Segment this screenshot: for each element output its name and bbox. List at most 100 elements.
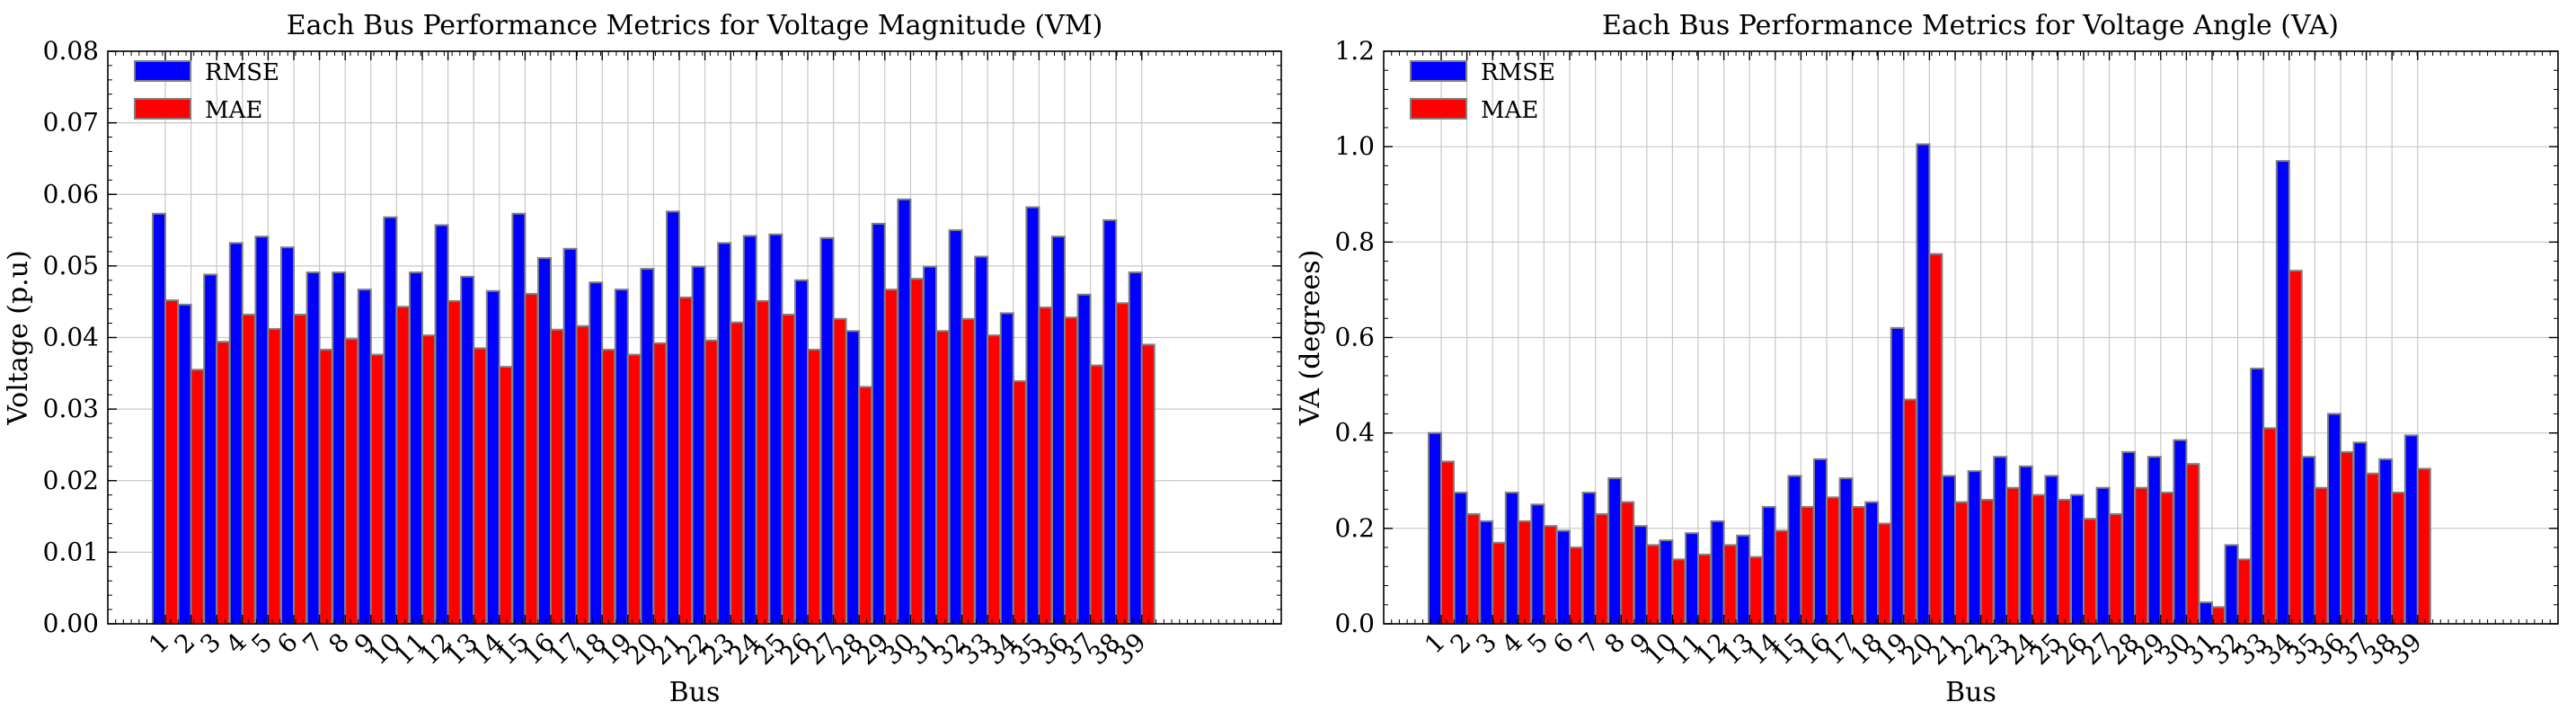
- rmse-bar-bus-7: [1581, 492, 1597, 625]
- mae-bar-bus-23: [730, 321, 745, 625]
- mae-bar-bus-39: [1140, 343, 1155, 625]
- mae-bar-bus-13: [473, 347, 488, 625]
- x-tick-label: 1: [143, 627, 175, 660]
- y-tick-label: 0.00: [43, 609, 99, 638]
- rmse-bar-bus-3: [203, 273, 218, 625]
- mae-bar-bus-25: [781, 314, 796, 625]
- rmse-bar-bus-22: [1967, 470, 1982, 626]
- rmse-bar-bus-26: [2070, 493, 2085, 625]
- x-tick-label: 6: [1547, 627, 1580, 660]
- rmse-bar-bus-30: [2173, 439, 2188, 626]
- rmse-bar-bus-15: [511, 212, 527, 625]
- legend-swatch-rmse: [1410, 60, 1467, 82]
- rmse-bar-bus-18: [1864, 501, 1880, 626]
- rmse-bar-bus-9: [1633, 525, 1648, 625]
- x-tick-label: 6: [271, 627, 304, 660]
- mae-bar-bus-22: [704, 339, 719, 625]
- mae-bar-bus-14: [1774, 529, 1789, 625]
- mae-bar-bus-22: [1979, 498, 1995, 625]
- x-tick-label: 4: [220, 627, 252, 660]
- legend-swatch-rmse: [134, 60, 191, 82]
- mae-bar-bus-21: [678, 296, 693, 625]
- rmse-bar-bus-12: [434, 224, 449, 626]
- mae-bar-bus-11: [1697, 554, 1712, 626]
- y-tick-label: 0.01: [43, 537, 99, 566]
- rmse-bar-bus-37: [2352, 441, 2368, 625]
- mae-bar-bus-20: [652, 342, 668, 625]
- mae-bar-bus-23: [2005, 486, 2021, 626]
- mae-bar-bus-6: [293, 314, 307, 625]
- rmse-bar-bus-29: [871, 222, 886, 626]
- rmse-bar-bus-32: [948, 229, 963, 625]
- rmse-bar-bus-39: [1128, 271, 1143, 625]
- mae-bar-bus-1: [164, 299, 179, 625]
- mae-bar-bus-38: [2391, 492, 2406, 625]
- mae-bar-bus-30: [909, 278, 925, 625]
- chart-title: Each Bus Performance Metrics for Voltage…: [1602, 10, 2339, 41]
- legend-label-mae: MAE: [1481, 97, 1538, 124]
- mae-bar-bus-16: [550, 328, 564, 625]
- rmse-bar-bus-16: [537, 257, 552, 625]
- mae-bar-bus-17: [575, 324, 590, 625]
- legend-swatch-mae: [134, 98, 191, 120]
- rmse-bar-bus-37: [1076, 293, 1092, 625]
- rmse-bar-bus-19: [1890, 326, 1905, 625]
- y-tick-label: 0.07: [43, 108, 99, 138]
- rmse-bar-bus-34: [2275, 160, 2290, 625]
- y-tick-label: 0.06: [43, 179, 99, 209]
- mae-bar-bus-37: [1089, 364, 1104, 625]
- mae-bar-bus-5: [1543, 525, 1558, 625]
- x-tick-label: 7: [297, 627, 330, 660]
- x-axis-label: Bus: [1945, 677, 1996, 708]
- rmse-bar-bus-30: [897, 198, 912, 625]
- rmse-bar-bus-1: [1428, 431, 1442, 625]
- y-tick-label: 0.0: [1334, 609, 1375, 638]
- legend-label-rmse: RMSE: [1481, 59, 1555, 86]
- mae-bar-bus-2: [1465, 512, 1481, 625]
- rmse-bar-bus-14: [1761, 505, 1776, 626]
- mae-bar-bus-9: [369, 353, 385, 625]
- mae-bar-bus-38: [1115, 302, 1130, 625]
- mae-bar-bus-10: [1671, 558, 1686, 626]
- rmse-bar-bus-23: [717, 242, 732, 625]
- rmse-bar-bus-17: [1838, 477, 1854, 625]
- y-tick-label: 0.04: [43, 323, 99, 352]
- mae-bar-bus-11: [421, 334, 436, 625]
- x-tick-label: 3: [194, 627, 226, 660]
- rmse-bar-bus-36: [2327, 413, 2341, 625]
- mae-bar-bus-28: [2134, 486, 2149, 626]
- x-axis-label: Bus: [669, 677, 721, 708]
- mae-bar-bus-12: [447, 299, 462, 625]
- mae-bar-bus-29: [883, 289, 899, 625]
- mae-bar-bus-33: [987, 334, 1002, 625]
- mae-bar-bus-20: [1928, 253, 1943, 625]
- mae-bar-bus-4: [1517, 520, 1532, 626]
- rmse-bar-bus-22: [691, 265, 706, 625]
- rmse-bar-bus-38: [1102, 218, 1118, 625]
- rmse-bar-bus-8: [332, 271, 347, 625]
- rmse-bar-bus-27: [2095, 486, 2111, 626]
- x-tick-label: 1: [1419, 627, 1451, 660]
- y-axis-label: Voltage (p.u): [3, 250, 34, 425]
- rmse-bar-bus-14: [485, 289, 500, 625]
- mae-bar-bus-17: [1851, 505, 1866, 626]
- mae-bar-bus-25: [2057, 498, 2072, 625]
- mae-bar-bus-10: [395, 306, 411, 625]
- mae-bar-bus-18: [1877, 522, 1892, 626]
- mae-bar-bus-26: [807, 349, 821, 625]
- rmse-bar-bus-13: [460, 275, 475, 625]
- mae-bar-bus-12: [1722, 544, 1738, 625]
- x-tick-label: 39: [2384, 627, 2428, 671]
- mae-bar-bus-7: [1594, 512, 1609, 625]
- y-tick-label: 0.2: [1334, 513, 1375, 543]
- legend: RMSE MAE: [1410, 59, 1555, 124]
- rmse-bar-bus-5: [254, 236, 270, 625]
- mae-bar-bus-30: [2185, 463, 2200, 625]
- mae-bar-bus-4: [241, 314, 256, 625]
- mae-bar-bus-24: [755, 299, 770, 625]
- rmse-bar-bus-33: [2250, 368, 2265, 625]
- rmse-bar-bus-3: [1479, 520, 1494, 626]
- rmse-bar-bus-28: [845, 330, 861, 625]
- rmse-bar-bus-6: [280, 246, 295, 625]
- rmse-bar-bus-31: [923, 265, 937, 625]
